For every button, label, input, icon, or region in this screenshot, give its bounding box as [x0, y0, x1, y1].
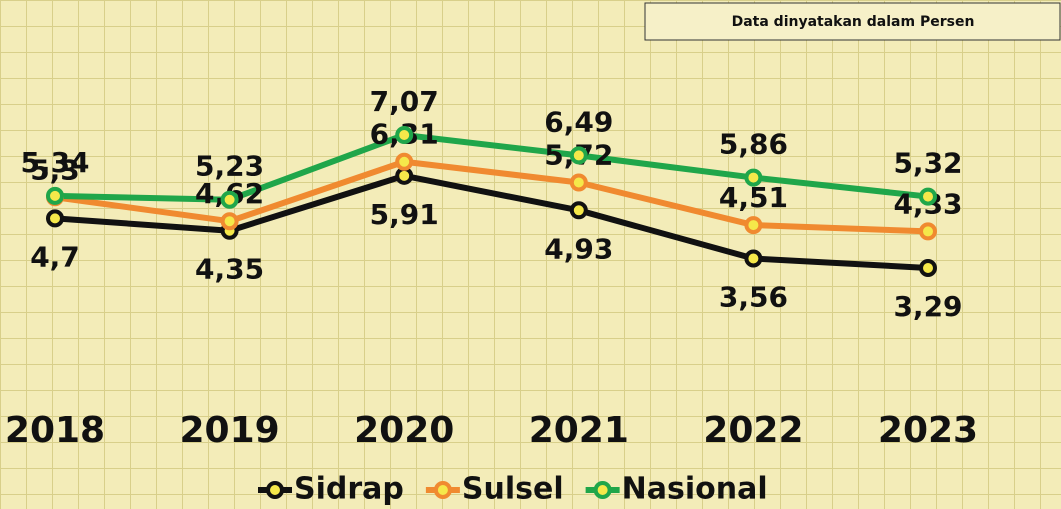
point [397, 169, 411, 183]
data-label: 5,23 [195, 150, 264, 183]
data-label: 5,34 [20, 146, 89, 179]
data-label: 6,49 [544, 105, 613, 138]
point [746, 218, 760, 232]
point [397, 155, 411, 169]
data-label: 5,91 [370, 198, 439, 231]
legend-label: Sidrap [294, 472, 404, 507]
point [572, 176, 586, 190]
point [223, 193, 237, 207]
point [397, 128, 411, 142]
data-label: 5,86 [719, 128, 788, 161]
legend-label: Nasional [622, 472, 768, 507]
x-tick-label: 2018 [5, 410, 105, 451]
point [48, 189, 62, 203]
point [223, 214, 237, 228]
x-tick-label: 2021 [529, 410, 629, 451]
point [572, 148, 586, 162]
point [48, 211, 62, 225]
data-label: 5,32 [893, 147, 962, 180]
series-line [55, 176, 928, 268]
data-label: 7,07 [370, 85, 439, 118]
point [921, 190, 935, 204]
data-label: 3,56 [719, 281, 788, 314]
legend-marker [596, 483, 610, 497]
point [746, 252, 760, 266]
legend-label: Sulsel [462, 472, 564, 507]
data-label: 4,93 [544, 232, 613, 265]
x-tick-label: 2022 [703, 410, 803, 451]
data-label: 4,35 [195, 253, 264, 286]
point [572, 203, 586, 217]
point [921, 224, 935, 238]
point [746, 171, 760, 185]
chart: Data dinyatakan dalam Persen 2018 2019 202… [0, 0, 1061, 509]
page: Data dinyatakan dalam Persen 2018 2019 202… [0, 0, 1061, 509]
point [921, 261, 935, 275]
note: Data dinyatakan dalam Persen [732, 14, 975, 30]
legend-marker [436, 483, 450, 497]
data-label: 3,29 [893, 290, 962, 323]
legend-marker [268, 483, 282, 497]
x-tick-label: 2020 [354, 410, 454, 451]
data-label: 4,7 [30, 240, 80, 273]
x-tick-label: 2023 [878, 410, 978, 451]
x-tick-label: 2019 [179, 410, 279, 451]
